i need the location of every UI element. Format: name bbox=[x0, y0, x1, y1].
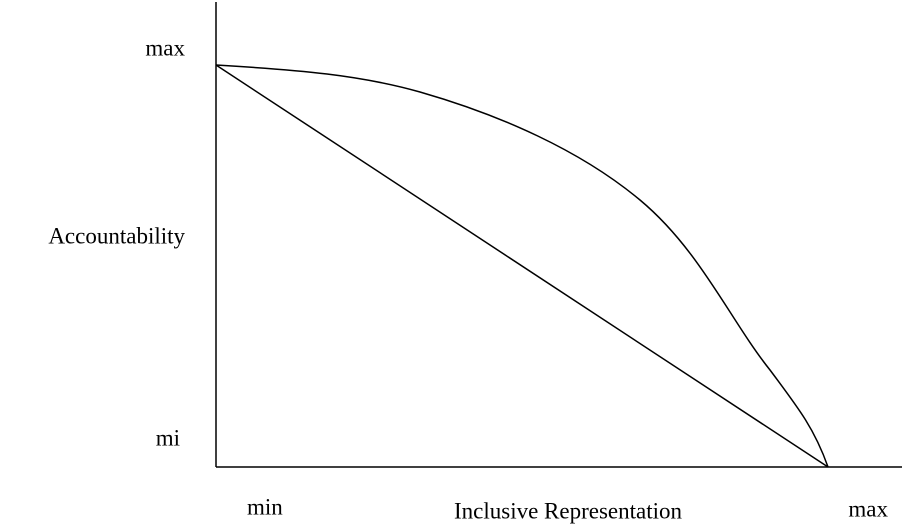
x-min-label: min bbox=[247, 494, 283, 519]
y-axis-title: Accountability bbox=[48, 223, 185, 248]
linear-tradeoff bbox=[215, 64, 829, 468]
y-max-label: max bbox=[145, 35, 185, 60]
tradeoff-curve bbox=[215, 64, 829, 468]
y-min-label: mi bbox=[156, 425, 180, 450]
x-axis-title: Inclusive Representation bbox=[454, 498, 683, 523]
x-max-label: max bbox=[848, 496, 888, 521]
